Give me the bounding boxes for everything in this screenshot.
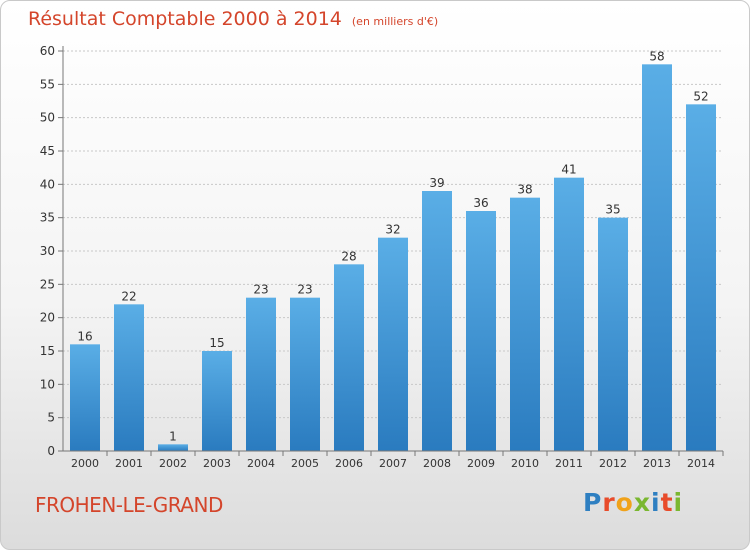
y-tick-label: 55 <box>40 77 55 91</box>
y-tick-label: 5 <box>47 411 55 425</box>
y-tick-label: 10 <box>40 377 55 391</box>
data-label: 36 <box>473 196 488 210</box>
logo-letter: i <box>673 488 684 517</box>
bar-2004 <box>246 297 276 451</box>
x-tick-label: 2007 <box>379 457 407 470</box>
data-label: 52 <box>693 89 708 103</box>
y-tick-label: 0 <box>47 444 55 458</box>
logo-letter: x <box>633 488 651 517</box>
y-tick-label: 25 <box>40 277 55 291</box>
grid-lines <box>63 50 723 419</box>
data-label: 39 <box>429 176 444 190</box>
logo-letter: i <box>651 488 661 517</box>
x-tick-label: 2002 <box>159 457 187 470</box>
data-label: 35 <box>605 203 620 217</box>
title-text: Résultat Comptable 2000 à 2014 <box>28 8 342 30</box>
data-label: 32 <box>385 223 400 237</box>
data-label: 41 <box>561 163 576 177</box>
chart-subtitle: (en milliers d'€) <box>351 15 439 28</box>
x-tick-label: 2012 <box>599 457 627 470</box>
place-name: FROHEN-LE-GRAND <box>35 493 223 517</box>
bar-2010 <box>510 197 540 451</box>
bar-2006 <box>334 264 364 451</box>
y-tick-label: 45 <box>40 144 55 158</box>
y-tick-label: 40 <box>40 177 55 191</box>
bar-2008 <box>422 191 452 451</box>
data-label: 28 <box>341 249 356 263</box>
logo-letter: t <box>660 488 674 517</box>
bar-2014 <box>686 104 716 451</box>
bar-2011 <box>554 177 584 451</box>
bars: 16 22 1 15 23 23 28 32 39 36 38 41 35 58 52 <box>70 49 716 452</box>
data-label: 23 <box>297 283 312 297</box>
y-tick-label: 50 <box>40 111 55 125</box>
y-tick-label: 60 <box>40 44 55 58</box>
proxiti-logo: Proxiti <box>583 488 683 517</box>
x-tick-label: 2014 <box>687 457 715 470</box>
y-tick-label: 35 <box>40 211 55 225</box>
x-tick-label: 2011 <box>555 457 583 470</box>
x-tick-label: 2005 <box>291 457 319 470</box>
x-tick-label: 2000 <box>71 457 99 470</box>
y-tick-label: 30 <box>40 244 55 258</box>
y-tick-label: 20 <box>40 311 55 325</box>
data-label: 23 <box>253 283 268 297</box>
bar-2009 <box>466 211 496 451</box>
bar-2000 <box>70 344 100 451</box>
data-label: 16 <box>77 329 92 343</box>
data-label: 22 <box>121 289 136 303</box>
data-label: 15 <box>209 336 224 350</box>
data-label: 1 <box>169 429 177 443</box>
x-tick-label: 2013 <box>643 457 671 470</box>
logo-letter: P <box>583 488 603 517</box>
x-tick-label: 2010 <box>511 457 539 470</box>
axes: 0 5 10 15 20 25 30 35 40 45 50 55 60 2000 2001 2002 2003… <box>40 44 724 470</box>
data-label: 38 <box>517 183 532 197</box>
y-tick-label: 15 <box>40 344 55 358</box>
bar-2007 <box>378 237 408 451</box>
x-tick-label: 2004 <box>247 457 275 470</box>
bar-2001 <box>114 304 144 451</box>
x-tick-label: 2009 <box>467 457 495 470</box>
bar-2002 <box>158 444 188 451</box>
bar-2005 <box>290 297 320 451</box>
x-tick-label: 2008 <box>423 457 451 470</box>
bar-2003 <box>202 351 232 451</box>
bar-2012 <box>598 217 628 451</box>
x-tick-label: 2001 <box>115 457 143 470</box>
chart-title: Résultat Comptable 2000 à 2014 (en millie… <box>28 8 438 30</box>
logo-letter: o <box>615 488 634 517</box>
x-tick-label: 2003 <box>203 457 231 470</box>
data-label: 58 <box>649 49 664 63</box>
x-tick-label: 2006 <box>335 457 363 470</box>
logo-letter: r <box>602 488 616 517</box>
bar-2013 <box>642 64 672 452</box>
